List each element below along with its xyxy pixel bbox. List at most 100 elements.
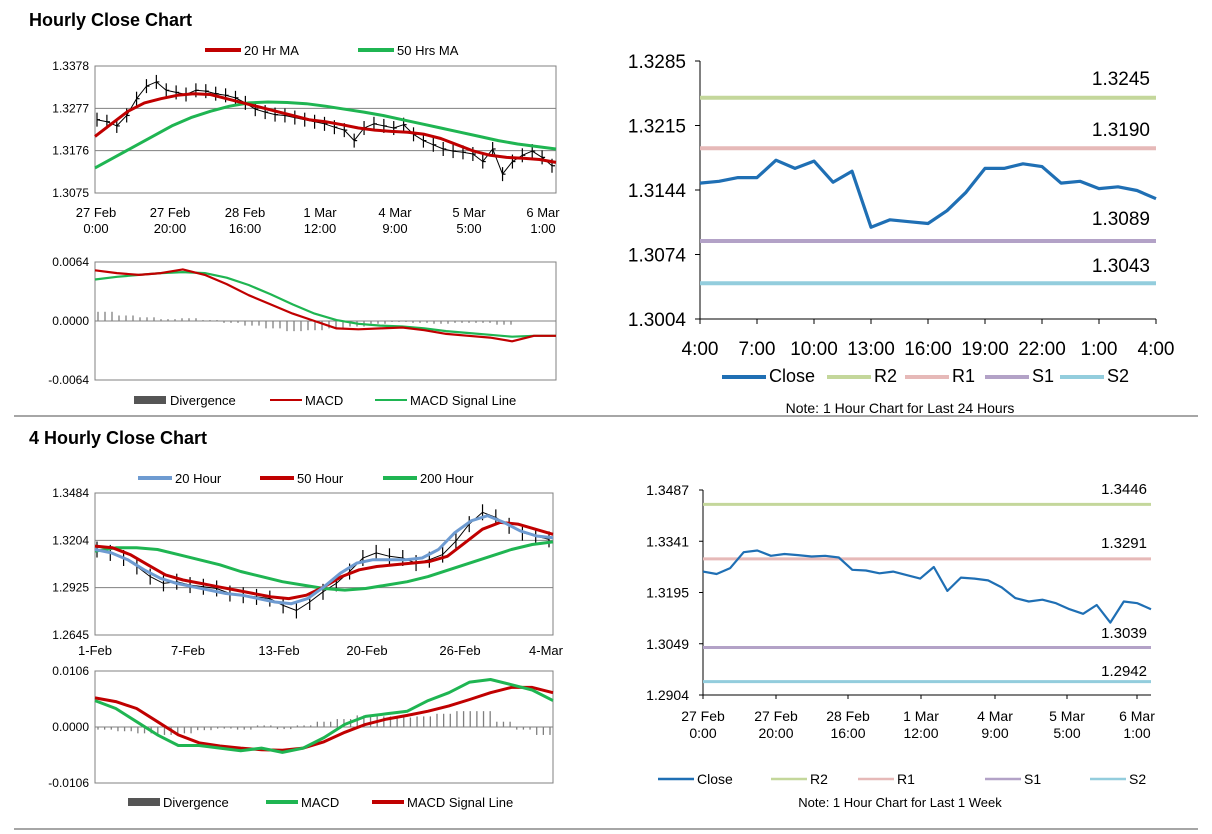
hourly-macd-y-tick: 0.0000	[52, 314, 89, 328]
week-level-r2-label: 1.3446	[1101, 481, 1147, 498]
macd-signal-line	[94, 271, 556, 338]
close24-legend-close-label: Close	[769, 366, 815, 386]
close24-y-tick: 1.3285	[628, 52, 686, 73]
ma20-hour-line	[94, 514, 554, 606]
hourly-x-tick: 28 Feb	[225, 205, 265, 220]
legend-macd-signal-4h-label: MACD Signal Line	[407, 795, 513, 810]
hourly-price-y-tick: 1.3075	[52, 186, 89, 200]
close24-x-tick: 13:00	[847, 339, 895, 360]
four-hourly-x-tick: 13-Feb	[258, 643, 299, 658]
four-hourly-x-tick: 7-Feb	[171, 643, 205, 658]
week-note: Note: 1 Hour Chart for Last 1 Week	[798, 795, 1002, 810]
week-x-tick: 27 Feb	[681, 708, 725, 724]
week-legend-s2-label: S2	[1129, 771, 1146, 787]
hourly-section-title: Hourly Close Chart	[29, 10, 193, 30]
week-legend-s1-label: S1	[1024, 771, 1041, 787]
legend-macd-4h-label: MACD	[301, 795, 339, 810]
four-hourly-x-tick: 26-Feb	[439, 643, 480, 658]
hourly-x-tick: 6 Mar	[526, 205, 560, 220]
macd-signal-line-4h	[94, 685, 554, 752]
four-hourly-x-tick: 20-Feb	[346, 643, 387, 658]
hourly-x-tick: 5:00	[456, 221, 481, 236]
hourly-x-tick: 0:00	[83, 221, 108, 236]
four-hourly-price-y-tick: 1.2645	[52, 628, 89, 642]
close24-x-tick: 22:00	[1018, 339, 1066, 360]
close24-legend-r1-label: R1	[952, 366, 975, 386]
week-x-tick: 1:00	[1123, 725, 1150, 741]
week-level-s2-label: 1.2942	[1101, 663, 1147, 680]
legend-20hr-ma-label: 20 Hr MA	[244, 43, 299, 58]
close24-x-tick: 4:00	[1138, 339, 1175, 360]
week-legend-r1-label: R1	[897, 771, 915, 787]
hourly-x-tick: 4 Mar	[378, 205, 412, 220]
four-hourly-section-title: 4 Hourly Close Chart	[29, 428, 208, 448]
hourly-price-y-tick: 1.3176	[52, 144, 89, 158]
close24-x-tick: 10:00	[790, 339, 838, 360]
legend-20-hour-label: 20 Hour	[175, 471, 222, 486]
week-x-tick: 12:00	[903, 725, 938, 741]
close24-x-tick: 4:00	[682, 339, 719, 360]
legend-macd-label: MACD	[305, 393, 343, 408]
hourly-x-tick: 5 Mar	[452, 205, 486, 220]
week-x-tick: 0:00	[689, 725, 716, 741]
section-divider	[14, 415, 1198, 417]
close24-x-tick: 1:00	[1081, 339, 1118, 360]
week-x-tick: 5 Mar	[1049, 708, 1085, 724]
level-r1-label: 1.3190	[1092, 120, 1150, 141]
legend-divergence-swatch	[134, 396, 166, 404]
week-legend-close-label: Close	[697, 771, 733, 787]
four-hourly-price-y-tick: 1.3484	[52, 486, 89, 500]
close24-y-tick: 1.3074	[628, 246, 687, 267]
close24-legend-r2-label: R2	[874, 366, 897, 386]
four-hourly-price-frame	[94, 492, 554, 636]
legend-divergence-4h-label: Divergence	[163, 795, 229, 810]
four-hourly-macd-y-tick: -0.0106	[48, 776, 89, 790]
level-r2-label: 1.3245	[1092, 69, 1150, 90]
four-hourly-x-tick: 1-Feb	[78, 643, 112, 658]
legend-macd-signal-label: MACD Signal Line	[410, 393, 516, 408]
hourly-x-tick: 20:00	[154, 221, 187, 236]
hourly-x-tick: 27 Feb	[76, 205, 116, 220]
four-hourly-macd-y-tick: 0.0000	[52, 720, 89, 734]
ma50-line	[94, 100, 557, 170]
hourly-x-tick: 9:00	[382, 221, 407, 236]
legend-divergence-label: Divergence	[170, 393, 236, 408]
week-x-tick: 16:00	[830, 725, 865, 741]
four-hourly-x-tick: 4-Mar	[529, 643, 564, 658]
macd-line	[94, 268, 556, 343]
week-y-tick: 1.3487	[646, 482, 689, 498]
price-line	[96, 81, 553, 176]
level-s2-label: 1.3043	[1092, 256, 1150, 277]
week-x-tick: 6 Mar	[1119, 708, 1155, 724]
bottom-divider	[14, 828, 1198, 830]
week-x-tick: 27 Feb	[754, 708, 798, 724]
four-hourly-macd-y-tick: 0.0106	[52, 664, 89, 678]
hourly-macd-y-tick: 0.0064	[52, 255, 89, 269]
legend-50-hour-label: 50 Hour	[297, 471, 344, 486]
week-close-line	[702, 549, 1152, 624]
hourly-price-y-tick: 1.3277	[52, 101, 89, 115]
week-x-tick: 1 Mar	[903, 708, 939, 724]
week-y-tick: 1.3195	[646, 585, 689, 601]
ma20-line	[94, 92, 557, 164]
four-hourly-price-y-tick: 1.3204	[52, 533, 89, 547]
week-x-tick: 9:00	[981, 725, 1008, 741]
week-y-tick: 1.3049	[646, 636, 689, 652]
legend-200-hour-label: 200 Hour	[420, 471, 474, 486]
week-x-tick: 4 Mar	[977, 708, 1013, 724]
hourly-x-tick: 16:00	[229, 221, 262, 236]
week-x-tick: 5:00	[1053, 725, 1080, 741]
close24-legend-s2-label: S2	[1107, 366, 1129, 386]
legend-divergence-4h-swatch	[128, 798, 160, 806]
week-y-tick: 1.3341	[646, 533, 689, 549]
level-s1-label: 1.3089	[1092, 209, 1150, 230]
hourly-macd-y-tick: -0.0064	[48, 373, 89, 387]
close24-x-tick: 16:00	[904, 339, 952, 360]
close24-x-tick: 7:00	[739, 339, 776, 360]
week-level-r1-label: 1.3291	[1101, 535, 1147, 552]
week-level-s1-label: 1.3039	[1101, 625, 1147, 642]
legend-50hrs-ma-label: 50 Hrs MA	[397, 43, 459, 58]
week-x-tick: 20:00	[758, 725, 793, 741]
week-x-tick: 28 Feb	[826, 708, 870, 724]
